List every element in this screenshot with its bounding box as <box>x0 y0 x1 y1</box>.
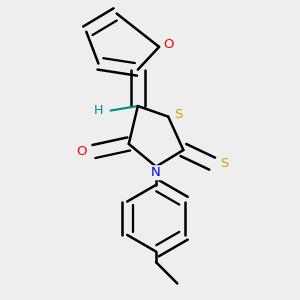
Text: O: O <box>76 145 87 158</box>
Text: S: S <box>220 157 229 170</box>
Text: H: H <box>94 104 103 117</box>
Text: O: O <box>163 38 173 51</box>
Text: S: S <box>174 108 182 121</box>
Text: N: N <box>151 166 161 179</box>
